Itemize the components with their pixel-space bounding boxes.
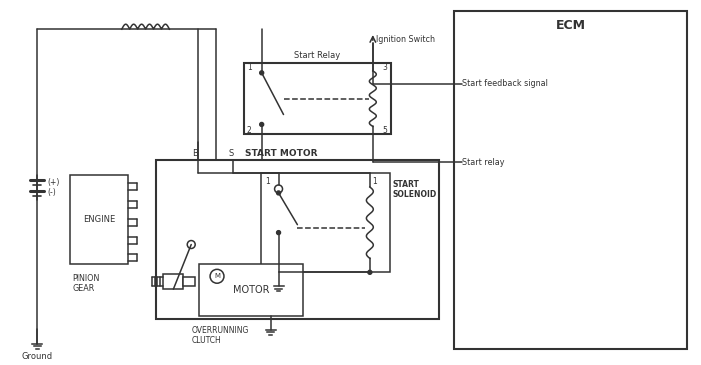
Text: GEAR: GEAR [72, 284, 95, 293]
Bar [183, 277, 195, 286]
Text: 1: 1 [247, 64, 252, 72]
Text: 3: 3 [383, 64, 388, 72]
Text: Start Relay: Start Relay [294, 51, 341, 61]
Text: 1: 1 [266, 177, 271, 185]
Bar [454, 11, 688, 349]
Bar [261, 173, 390, 272]
Bar [163, 274, 183, 289]
Text: CLUTCH: CLUTCH [191, 336, 221, 345]
Text: ECM: ECM [556, 19, 586, 32]
Text: SOLENOID: SOLENOID [393, 191, 437, 199]
Bar [244, 63, 390, 134]
Text: B: B [192, 149, 198, 158]
Text: 5: 5 [383, 126, 388, 135]
Text: 2: 2 [247, 126, 252, 135]
Bar [70, 175, 128, 264]
Bar [156, 160, 440, 319]
Text: PINION: PINION [72, 274, 100, 283]
Text: S: S [229, 149, 234, 158]
Text: Start feedback signal: Start feedback signal [462, 79, 548, 88]
Text: ENGINE: ENGINE [83, 215, 115, 224]
Circle shape [259, 123, 264, 126]
Circle shape [368, 270, 372, 274]
Text: Ground: Ground [22, 352, 53, 361]
Circle shape [277, 191, 280, 195]
Text: START: START [393, 180, 420, 189]
Text: Start relay: Start relay [462, 158, 505, 167]
Text: 1: 1 [372, 177, 376, 185]
Circle shape [277, 231, 280, 235]
Text: MOTOR: MOTOR [233, 285, 269, 295]
Text: OVERRUNNING: OVERRUNNING [191, 326, 249, 335]
Text: Ignition Switch: Ignition Switch [376, 35, 435, 43]
Text: (-): (-) [48, 188, 56, 197]
Circle shape [259, 71, 264, 75]
Text: M: M [214, 273, 220, 279]
Text: START MOTOR: START MOTOR [245, 149, 318, 158]
Bar [199, 264, 304, 316]
Text: (+): (+) [48, 177, 60, 187]
